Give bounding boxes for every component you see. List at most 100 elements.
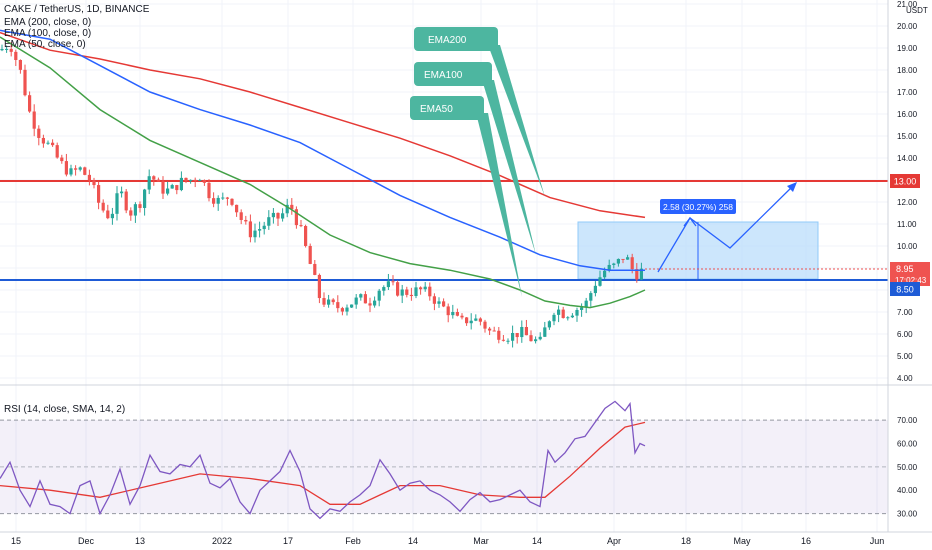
candle-up bbox=[423, 282, 427, 292]
candle-down bbox=[97, 181, 101, 210]
time-tick-label: Feb bbox=[345, 536, 361, 546]
candle-down bbox=[313, 260, 317, 276]
time-axis[interactable]: 15 Dec 13 2022 17 Feb 14 Mar 14 Apr 18 May 16 Jun bbox=[0, 531, 932, 546]
ema50-callout[interactable]: EMA50 bbox=[410, 96, 484, 120]
candle-body bbox=[147, 176, 151, 190]
rsi-tick-label: 60.00 bbox=[897, 439, 918, 448]
candle-up bbox=[414, 281, 418, 299]
candle-down bbox=[83, 166, 87, 176]
candle-body bbox=[377, 290, 381, 301]
candle-body bbox=[400, 289, 404, 296]
candle-down bbox=[230, 198, 234, 207]
candle-down bbox=[432, 293, 436, 311]
rsi-tick-label: 50.00 bbox=[897, 463, 918, 472]
candle-body bbox=[423, 286, 427, 290]
candle-up bbox=[570, 313, 574, 319]
candle-body bbox=[345, 307, 349, 312]
time-tick-label: 14 bbox=[532, 536, 542, 546]
candle-body bbox=[442, 301, 446, 307]
candle-up bbox=[377, 288, 381, 307]
candle-body bbox=[124, 191, 128, 211]
candle-body bbox=[156, 179, 160, 182]
candle-down bbox=[446, 303, 450, 323]
ema50-callout-label: EMA50 bbox=[420, 104, 453, 115]
candle-up bbox=[189, 179, 193, 184]
resistance-price-tag: 13.00 bbox=[890, 174, 920, 188]
candle-up bbox=[386, 273, 390, 291]
candle-body bbox=[575, 309, 579, 316]
candle-down bbox=[23, 64, 27, 97]
candle-down bbox=[51, 139, 55, 147]
candle-body bbox=[198, 180, 202, 182]
candle-up bbox=[253, 223, 257, 243]
ema200-legend[interactable]: EMA (200, close, 0) bbox=[4, 17, 92, 28]
candle-body bbox=[55, 145, 59, 158]
price-pane[interactable]: EMA200 EMA100 EMA50 2.58 (30.27%) 258 bbox=[0, 0, 888, 532]
candle-down bbox=[524, 319, 528, 336]
candle-body bbox=[248, 221, 252, 238]
candle-body bbox=[414, 287, 418, 297]
candle-down bbox=[124, 189, 128, 214]
candle-body bbox=[294, 209, 298, 226]
ema100-legend[interactable]: EMA (100, close, 0) bbox=[4, 28, 92, 39]
candle-body bbox=[639, 268, 643, 280]
candle-body bbox=[267, 217, 271, 226]
candle-body bbox=[340, 308, 344, 312]
candle-down bbox=[561, 306, 565, 319]
candle-up bbox=[354, 294, 358, 309]
candle-up bbox=[534, 336, 538, 344]
ema50-line bbox=[0, 36, 646, 309]
rsi-sma-line bbox=[0, 421, 646, 505]
ema50-legend[interactable]: EMA (50, close, 0) bbox=[4, 39, 86, 50]
ema100-callout[interactable]: EMA100 bbox=[414, 62, 492, 86]
rsi-legend[interactable]: RSI (14, close, SMA, 14, 2) bbox=[4, 404, 126, 415]
candle-up bbox=[589, 291, 593, 307]
candle-down bbox=[455, 308, 459, 317]
candle-up bbox=[506, 338, 510, 345]
candle-body bbox=[515, 332, 519, 338]
candle-body bbox=[501, 339, 505, 341]
candle-body bbox=[258, 229, 262, 231]
candle-body bbox=[161, 181, 165, 194]
projection-path[interactable] bbox=[657, 183, 796, 273]
candle-body bbox=[120, 191, 124, 194]
candle-body bbox=[5, 48, 9, 50]
candle-body bbox=[166, 188, 170, 194]
measure-label[interactable]: 2.58 (30.27%) 258 bbox=[660, 199, 736, 214]
candle-up bbox=[327, 294, 331, 308]
time-tick-label: 15 bbox=[11, 536, 21, 546]
candle-body bbox=[451, 312, 455, 316]
candle-body bbox=[313, 263, 317, 275]
candle-body bbox=[534, 339, 538, 342]
candle-body bbox=[46, 142, 50, 144]
candle-body bbox=[64, 161, 68, 175]
rsi-scale-ticks: 30.00 40.00 50.00 60.00 70.00 bbox=[897, 416, 918, 519]
price-tick-label: 7.00 bbox=[897, 308, 913, 317]
candle-down bbox=[248, 214, 252, 243]
rsi-pane[interactable] bbox=[0, 400, 888, 520]
price-scale[interactable]: 4.005.006.007.008.009.0010.0011.0012.001… bbox=[887, 0, 930, 532]
symbol-legend[interactable]: CAKE / TetherUS, 1D, BINANCE bbox=[4, 4, 150, 15]
candle-body bbox=[221, 197, 225, 199]
candle-body bbox=[428, 286, 432, 297]
candle-up bbox=[566, 316, 570, 321]
candle-down bbox=[317, 273, 321, 304]
ema200-callout[interactable]: EMA200 bbox=[414, 27, 498, 51]
time-tick-label: 14 bbox=[408, 536, 418, 546]
candle-down bbox=[193, 177, 197, 188]
candle-body bbox=[478, 318, 482, 322]
candle-up bbox=[281, 208, 285, 222]
candle-body bbox=[432, 296, 436, 304]
candle-down bbox=[621, 258, 625, 264]
candle-body bbox=[97, 185, 101, 203]
candle-body bbox=[235, 204, 239, 213]
candle-down bbox=[138, 201, 142, 213]
candle-body bbox=[524, 327, 528, 336]
candle-down bbox=[299, 220, 303, 228]
candle-body bbox=[276, 212, 280, 219]
candle-body bbox=[290, 204, 294, 210]
candle-body bbox=[607, 264, 611, 271]
candle-body bbox=[543, 327, 547, 337]
ema100-callout-label: EMA100 bbox=[424, 70, 463, 81]
